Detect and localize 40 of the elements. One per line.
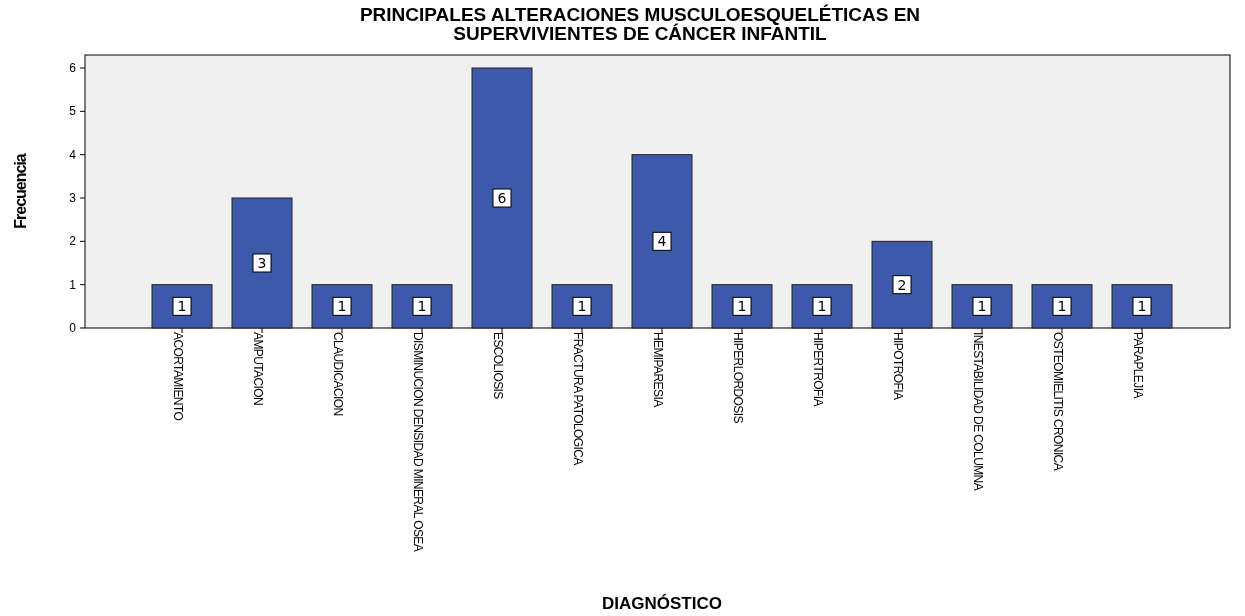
data-label: 6 — [497, 190, 507, 206]
y-tick-label: 4 — [69, 147, 77, 162]
x-tick-label: CLAUDICACION — [330, 332, 345, 416]
data-label: 4 — [657, 233, 667, 250]
chart-title: PRINCIPALES ALTERACIONES MUSCULOESQUELÉTICAS EN SUPERVIVIENTES DE CÁNCER INFANTIL — [359, 4, 921, 44]
x-tick-label: ACORTAMIENTO — [170, 332, 185, 421]
data-label: 1 — [977, 298, 987, 315]
x-tick-label: HIPOTROFIA — [890, 332, 905, 400]
x-tick-label: AMPUTACION — [250, 332, 265, 406]
data-label: 1 — [737, 298, 747, 315]
x-tick-label: OSTEOMIELITIS CRONICA — [1050, 332, 1065, 471]
x-tick-label: HEMIPARESIA — [650, 332, 665, 408]
x-tick-label: PARAPLEJIA — [1130, 332, 1145, 399]
x-tick-label: HIPERTROFIA — [810, 332, 825, 407]
y-tick-label: 0 — [69, 321, 77, 335]
y-axis-title: Frecuencia — [12, 153, 29, 229]
data-label: 1 — [417, 298, 427, 315]
data-label: 1 — [577, 298, 587, 315]
data-label: 1 — [817, 298, 827, 315]
x-tick-label: DISMINUCION DENSIDAD MINERAL OSEA — [410, 332, 425, 552]
bar — [231, 197, 293, 329]
data-label: 2 — [897, 276, 907, 293]
bar — [471, 67, 533, 329]
bar — [631, 154, 693, 329]
data-label: 1 — [337, 298, 347, 315]
data-label: 1 — [1057, 298, 1067, 315]
x-tick-label: HIPERLORDOSIS — [730, 332, 745, 424]
data-label: 1 — [1137, 298, 1147, 315]
x-tick-label: ESCOLIOSIS — [490, 332, 505, 400]
y-tick-label: 1 — [69, 277, 77, 292]
y-tick-label: 5 — [69, 104, 77, 119]
y-tick-label: 6 — [69, 61, 77, 75]
x-tick-label: FRACTURA PATOLOGICA — [570, 332, 585, 466]
y-tick-label: 2 — [69, 234, 77, 249]
y-tick-label: 3 — [69, 191, 77, 205]
data-label: 3 — [257, 255, 267, 271]
data-label: 1 — [177, 298, 187, 315]
bar — [871, 240, 933, 329]
x-axis-title: DIAGNÓSTICO — [602, 594, 722, 613]
x-tick-label: INESTABILIDAD DE COLUMNA — [970, 332, 985, 491]
